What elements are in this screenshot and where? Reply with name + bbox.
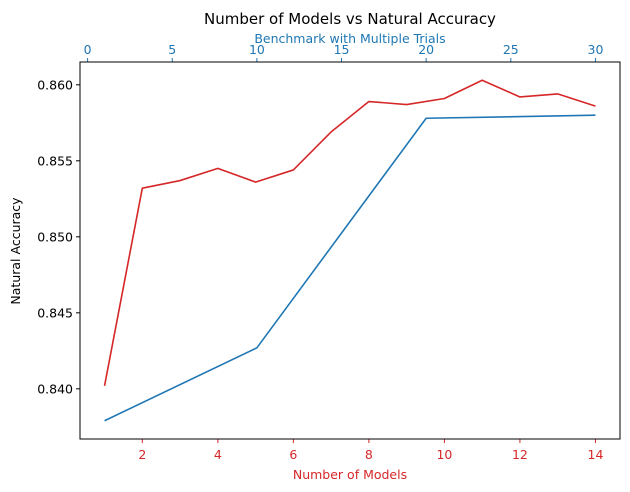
top-tick-label: 30 — [588, 42, 604, 57]
top-tick-label: 0 — [84, 42, 92, 57]
y-axis-label: Natural Accuracy — [8, 197, 23, 305]
top-tick-label: 20 — [418, 42, 434, 57]
bottom-tick-label: 6 — [289, 447, 297, 462]
benchmark-trials-line — [104, 114, 596, 422]
y-tick-label: 0.850 — [37, 229, 73, 244]
bottom-tick-label: 4 — [214, 447, 222, 462]
y-tick-label: 0.860 — [37, 77, 73, 92]
y-tick-label: 0.855 — [37, 153, 73, 168]
top-tick-label: 15 — [334, 42, 350, 57]
top-tick-label: 5 — [168, 42, 176, 57]
bottom-tick-label: 12 — [512, 447, 528, 462]
chart-title: Number of Models vs Natural Accuracy — [204, 10, 496, 28]
number-of-models-line — [103, 79, 596, 386]
bottom-axis-label: Number of Models — [293, 467, 407, 482]
top-tick-label: 10 — [249, 42, 265, 57]
bottom-tick-label: 14 — [588, 447, 604, 462]
y-tick-label: 0.840 — [37, 381, 73, 396]
y-tick-label: 0.845 — [37, 305, 73, 320]
plot-frame — [79, 61, 621, 440]
bottom-tick-label: 8 — [365, 447, 373, 462]
top-tick-label: 25 — [503, 42, 519, 57]
top-axis-label: Benchmark with Multiple Trials — [254, 31, 445, 46]
bottom-tick-label: 2 — [138, 447, 146, 462]
bottom-tick-label: 10 — [436, 447, 452, 462]
